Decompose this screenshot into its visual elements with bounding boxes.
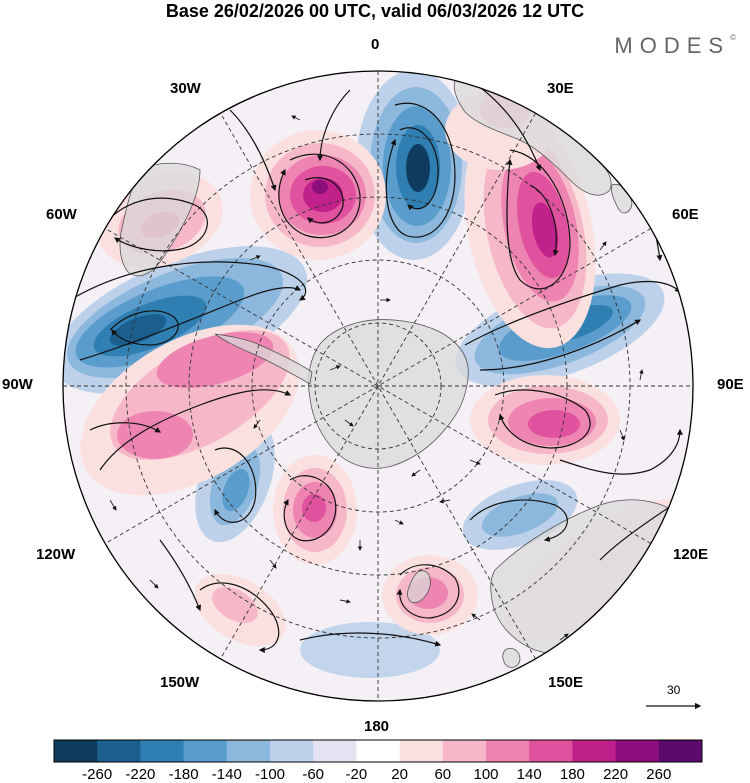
modes-logo: MODES© [614,33,736,59]
lon-label-120e: 120E [673,546,709,563]
colorbar-tick-label: -220 [125,766,156,783]
brand-name: MODES [614,33,731,58]
positive-anomaly-95E [470,375,620,465]
colorbar-tick-label: -260 [82,766,113,783]
lon-label-150w: 150W [160,674,200,691]
lon-label-90e: 90E [717,376,744,393]
negative-anomaly-180 [300,622,440,678]
map-disc [63,71,693,701]
negative-anomaly-75W [63,246,308,394]
colorbar-tick-label: 220 [603,766,629,783]
colorbar-tick-label: -140 [211,766,242,783]
colorbar-tick-label: -100 [254,766,286,783]
graticule [63,71,693,701]
lon-label-0: 0 [371,36,380,53]
lon-label-180: 180 [364,718,390,735]
colorbar-tick-label: 100 [473,766,499,783]
colorbar-tick-label: 260 [646,766,672,783]
lon-label-120w: 120W [36,546,76,563]
wind-vectors [109,115,644,641]
lon-label-30e: 30E [547,80,574,97]
colorbar-tick-label: -60 [302,766,325,783]
anomaly-field [63,71,693,678]
tasmania [502,648,521,668]
lon-label-60w: 60W [46,206,77,223]
antarctic-peninsula [214,333,313,385]
lon-label-60e: 60E [672,206,699,223]
map-title: Base 26/02/2026 00 UTC, valid 06/03/2026… [165,1,585,21]
colorbar-tick-label: 180 [559,766,585,783]
colorbar-tick-label: 20 [391,766,408,783]
lon-label-90w: 90W [2,376,33,393]
antarctica [308,319,469,469]
positive-anomaly-145W [194,573,286,647]
positive-anomaly-20W [250,130,386,260]
lon-label-30w: 30W [170,80,201,97]
lon-label-150e: 150E [548,674,584,691]
vector-scale-label: 30 [667,683,681,697]
colorbar-tick-label: -20 [345,766,368,783]
brand-mark: © [730,33,736,42]
map-border [62,70,694,702]
new-zealand [407,570,431,604]
negative-anomaly-0E [356,71,472,260]
colorbar-tick-label: -180 [168,766,199,783]
colorbar-tick-label: 140 [516,766,542,783]
colorbar-tick-label: 60 [434,766,452,783]
